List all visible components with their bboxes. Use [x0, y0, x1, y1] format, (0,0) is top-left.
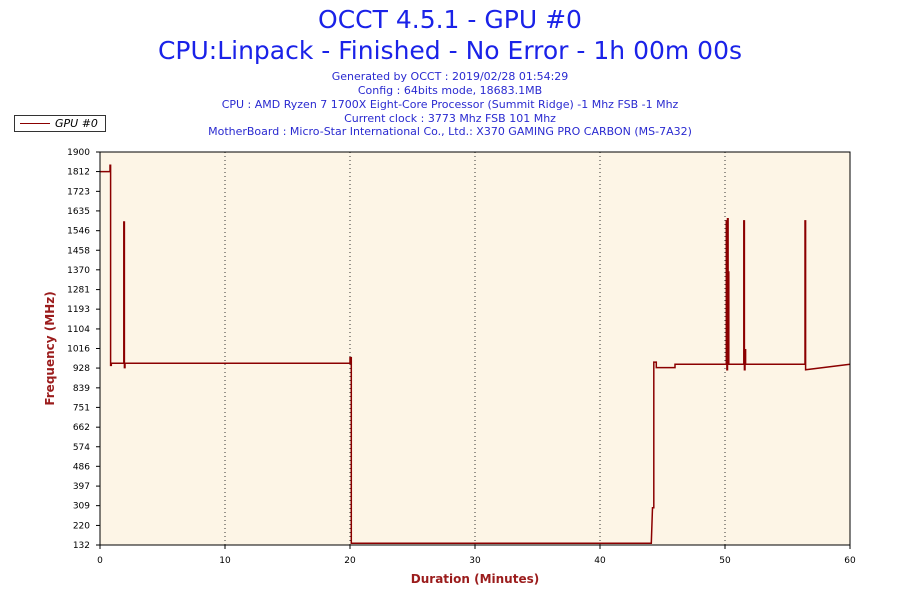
y-tick-label: 1104 [67, 325, 90, 335]
y-tick-label: 486 [73, 462, 90, 472]
y-tick-label: 928 [73, 364, 90, 374]
y-axis-title: Frequency (MHz) [43, 291, 57, 405]
x-axis-title: Duration (Minutes) [411, 572, 539, 586]
y-tick-label: 309 [73, 502, 90, 512]
info-generated: Generated by OCCT : 2019/02/28 01:54:29 [331, 70, 569, 83]
legend: GPU #0 [14, 115, 106, 132]
chart-subtitle: CPU:Linpack - Finished - No Error - 1h 0… [157, 36, 743, 65]
y-tick-label: 1370 [67, 266, 90, 276]
info-config: Config : 64bits mode, 18683.1MB [357, 84, 543, 97]
y-tick-label: 1812 [67, 168, 90, 178]
y-tick-label: 1635 [67, 207, 90, 217]
x-tick-label: 50 [719, 556, 731, 566]
y-tick-label: 397 [73, 482, 90, 492]
y-tick-label: 751 [73, 403, 90, 413]
x-tick-label: 20 [344, 556, 356, 566]
legend-label: GPU #0 [55, 117, 98, 130]
y-tick-label: 574 [73, 443, 90, 453]
info-cpu: CPU : AMD Ryzen 7 1700X Eight-Core Proce… [221, 98, 679, 111]
y-tick-label: 1281 [67, 286, 90, 296]
x-axis: 0 10 20 30 40 50 60 [97, 545, 856, 566]
y-axis: 132 220 309 397 486 574 662 751 839 928 1016 1104 11… [67, 148, 100, 551]
legend-swatch [20, 123, 50, 124]
y-tick-label: 839 [73, 384, 90, 394]
x-tick-label: 30 [469, 556, 481, 566]
y-tick-label: 1900 [67, 148, 90, 158]
y-tick-label: 1458 [67, 246, 90, 256]
x-tick-label: 0 [97, 556, 103, 566]
y-tick-label: 220 [73, 521, 90, 531]
y-tick-label: 1723 [67, 187, 90, 197]
x-tick-label: 40 [594, 556, 606, 566]
y-tick-label: 1016 [67, 345, 90, 355]
y-tick-label: 1546 [67, 227, 90, 237]
series-line-gpu0 [100, 164, 851, 544]
series-group [100, 164, 851, 544]
grid-lines [224, 152, 726, 545]
info-clock: Current clock : 3773 Mhz FSB 101 Mhz [344, 112, 556, 125]
y-tick-label: 662 [73, 423, 90, 433]
info-motherboard: MotherBoard : Micro-Star International C… [208, 125, 692, 138]
x-tick-label: 60 [844, 556, 856, 566]
y-tick-label: 132 [73, 541, 90, 551]
x-tick-label: 10 [219, 556, 231, 566]
y-tick-label: 1193 [67, 305, 90, 315]
chart-title: OCCT 4.5.1 - GPU #0 [318, 5, 582, 34]
